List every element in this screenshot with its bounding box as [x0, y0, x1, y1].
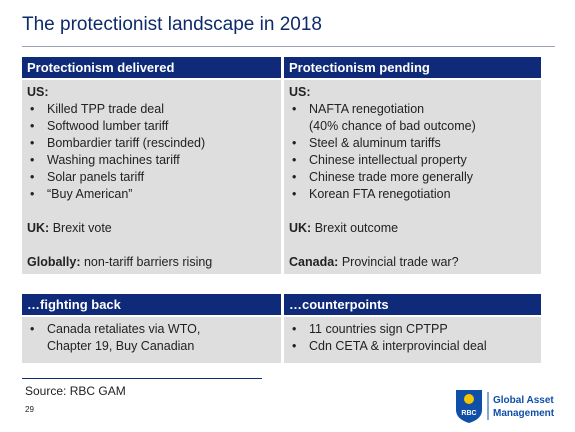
- logo-badge: RBC: [461, 410, 476, 417]
- panel-body: US: Killed TPP trade deal Softwood lumber …: [22, 80, 281, 274]
- spacer: [289, 203, 536, 220]
- bullet-line: Canada retaliates via WTO,: [47, 322, 201, 336]
- page-number: 29: [25, 405, 34, 414]
- labeled-line: Globally: non-tariff barriers rising: [27, 254, 276, 271]
- bullet-line: 11 countries sign CPTPP: [309, 322, 448, 336]
- bullet-line: Chinese intellectual property: [309, 153, 467, 167]
- bullet-line: Washing machines tariff: [47, 153, 180, 167]
- bullet-item: Cdn CETA & interprovincial deal: [289, 338, 536, 355]
- bullet-line: Steel & aluminum tariffs: [309, 136, 441, 150]
- panel-heading: …fighting back: [22, 294, 281, 315]
- labeled-line: Canada: Provincial trade war?: [289, 254, 536, 271]
- panel-body: 11 countries sign CPTPP Cdn CETA & interp…: [284, 317, 541, 363]
- bullet-item: Chinese trade more generally: [289, 169, 536, 186]
- logo-line: Management: [493, 408, 555, 419]
- bullet-item: Steel & aluminum tariffs: [289, 135, 536, 152]
- bullet-line: Cdn CETA & interprovincial deal: [309, 339, 487, 353]
- bullet-item: Killed TPP trade deal: [27, 101, 276, 118]
- bullet-line: Bombardier tariff (rescinded): [47, 136, 206, 150]
- group-label: UK:: [27, 221, 50, 235]
- panel-body: US: NAFTA renegotiation (40% chance of bad…: [284, 80, 541, 274]
- group-text: non-tariff barriers rising: [83, 255, 213, 269]
- bullet-item: Solar panels tariff: [27, 169, 276, 186]
- panel-heading: …counterpoints: [284, 294, 541, 315]
- bullet-line: Chapter 19, Buy Canadian: [47, 339, 195, 353]
- source-rule: [22, 378, 262, 379]
- group-label: US:: [289, 85, 311, 99]
- group-label: US:: [27, 85, 49, 99]
- bullet-item: Washing machines tariff: [27, 152, 276, 169]
- bullet-line: Killed TPP trade deal: [47, 102, 164, 116]
- bullet-item: Canada retaliates via WTO, Chapter 19, Bu…: [27, 321, 276, 355]
- panel-heading: Protectionism pending: [284, 57, 541, 78]
- panel-body: Canada retaliates via WTO, Chapter 19, Bu…: [22, 317, 281, 363]
- bullet-item: Chinese intellectual property: [289, 152, 536, 169]
- logo-emblem: [464, 394, 474, 404]
- logo: RBC Global Asset Management: [456, 390, 555, 423]
- panel: …fighting back Canada retaliates via WTO,…: [22, 294, 281, 363]
- group-label: Canada:: [289, 255, 339, 269]
- group-label: Globally:: [27, 255, 81, 269]
- logo-line: Global Asset: [493, 395, 554, 406]
- spacer: [27, 237, 276, 254]
- labeled-line: UK: Brexit vote: [27, 220, 276, 237]
- group-label: UK:: [289, 221, 312, 235]
- panel: …counterpoints 11 countries sign CPTPP Cdn…: [284, 294, 541, 363]
- slide-title: The protectionist landscape in 2018: [22, 14, 322, 35]
- group-text: Brexit outcome: [314, 221, 399, 235]
- bullet-item: Bombardier tariff (rescinded): [27, 135, 276, 152]
- source: Source: RBC GAM: [25, 384, 126, 398]
- bullet-line: Solar panels tariff: [47, 170, 145, 184]
- panel: Protectionism pending US: NAFTA renegotiat…: [284, 57, 541, 274]
- bullet-item: Korean FTA renegotiation: [289, 186, 536, 203]
- bullet-line: (40% chance of bad outcome): [309, 119, 476, 133]
- bullet-line: Softwood lumber tariff: [47, 119, 169, 133]
- bullet-line: “Buy American”: [47, 187, 133, 201]
- labeled-line: UK: Brexit outcome: [289, 220, 536, 237]
- logo-shield: [456, 390, 482, 423]
- group-text: Brexit vote: [52, 221, 112, 235]
- bullet-line: NAFTA renegotiation: [309, 102, 425, 116]
- bullet-item: Softwood lumber tariff: [27, 118, 276, 135]
- bullet-line: Korean FTA renegotiation: [309, 187, 451, 201]
- bullet-item: 11 countries sign CPTPP: [289, 321, 536, 338]
- bullet-item: NAFTA renegotiation (40% chance of bad ou…: [289, 101, 536, 135]
- title-rule: [22, 46, 555, 47]
- spacer: [289, 237, 536, 254]
- bullet-line: Chinese trade more generally: [309, 170, 473, 184]
- panel-heading: Protectionism delivered: [22, 57, 281, 78]
- group-text: Provincial trade war?: [341, 255, 459, 269]
- bullet-item: “Buy American”: [27, 186, 276, 203]
- panel: Protectionism delivered US: Killed TPP tra…: [22, 57, 281, 274]
- spacer: [27, 203, 276, 220]
